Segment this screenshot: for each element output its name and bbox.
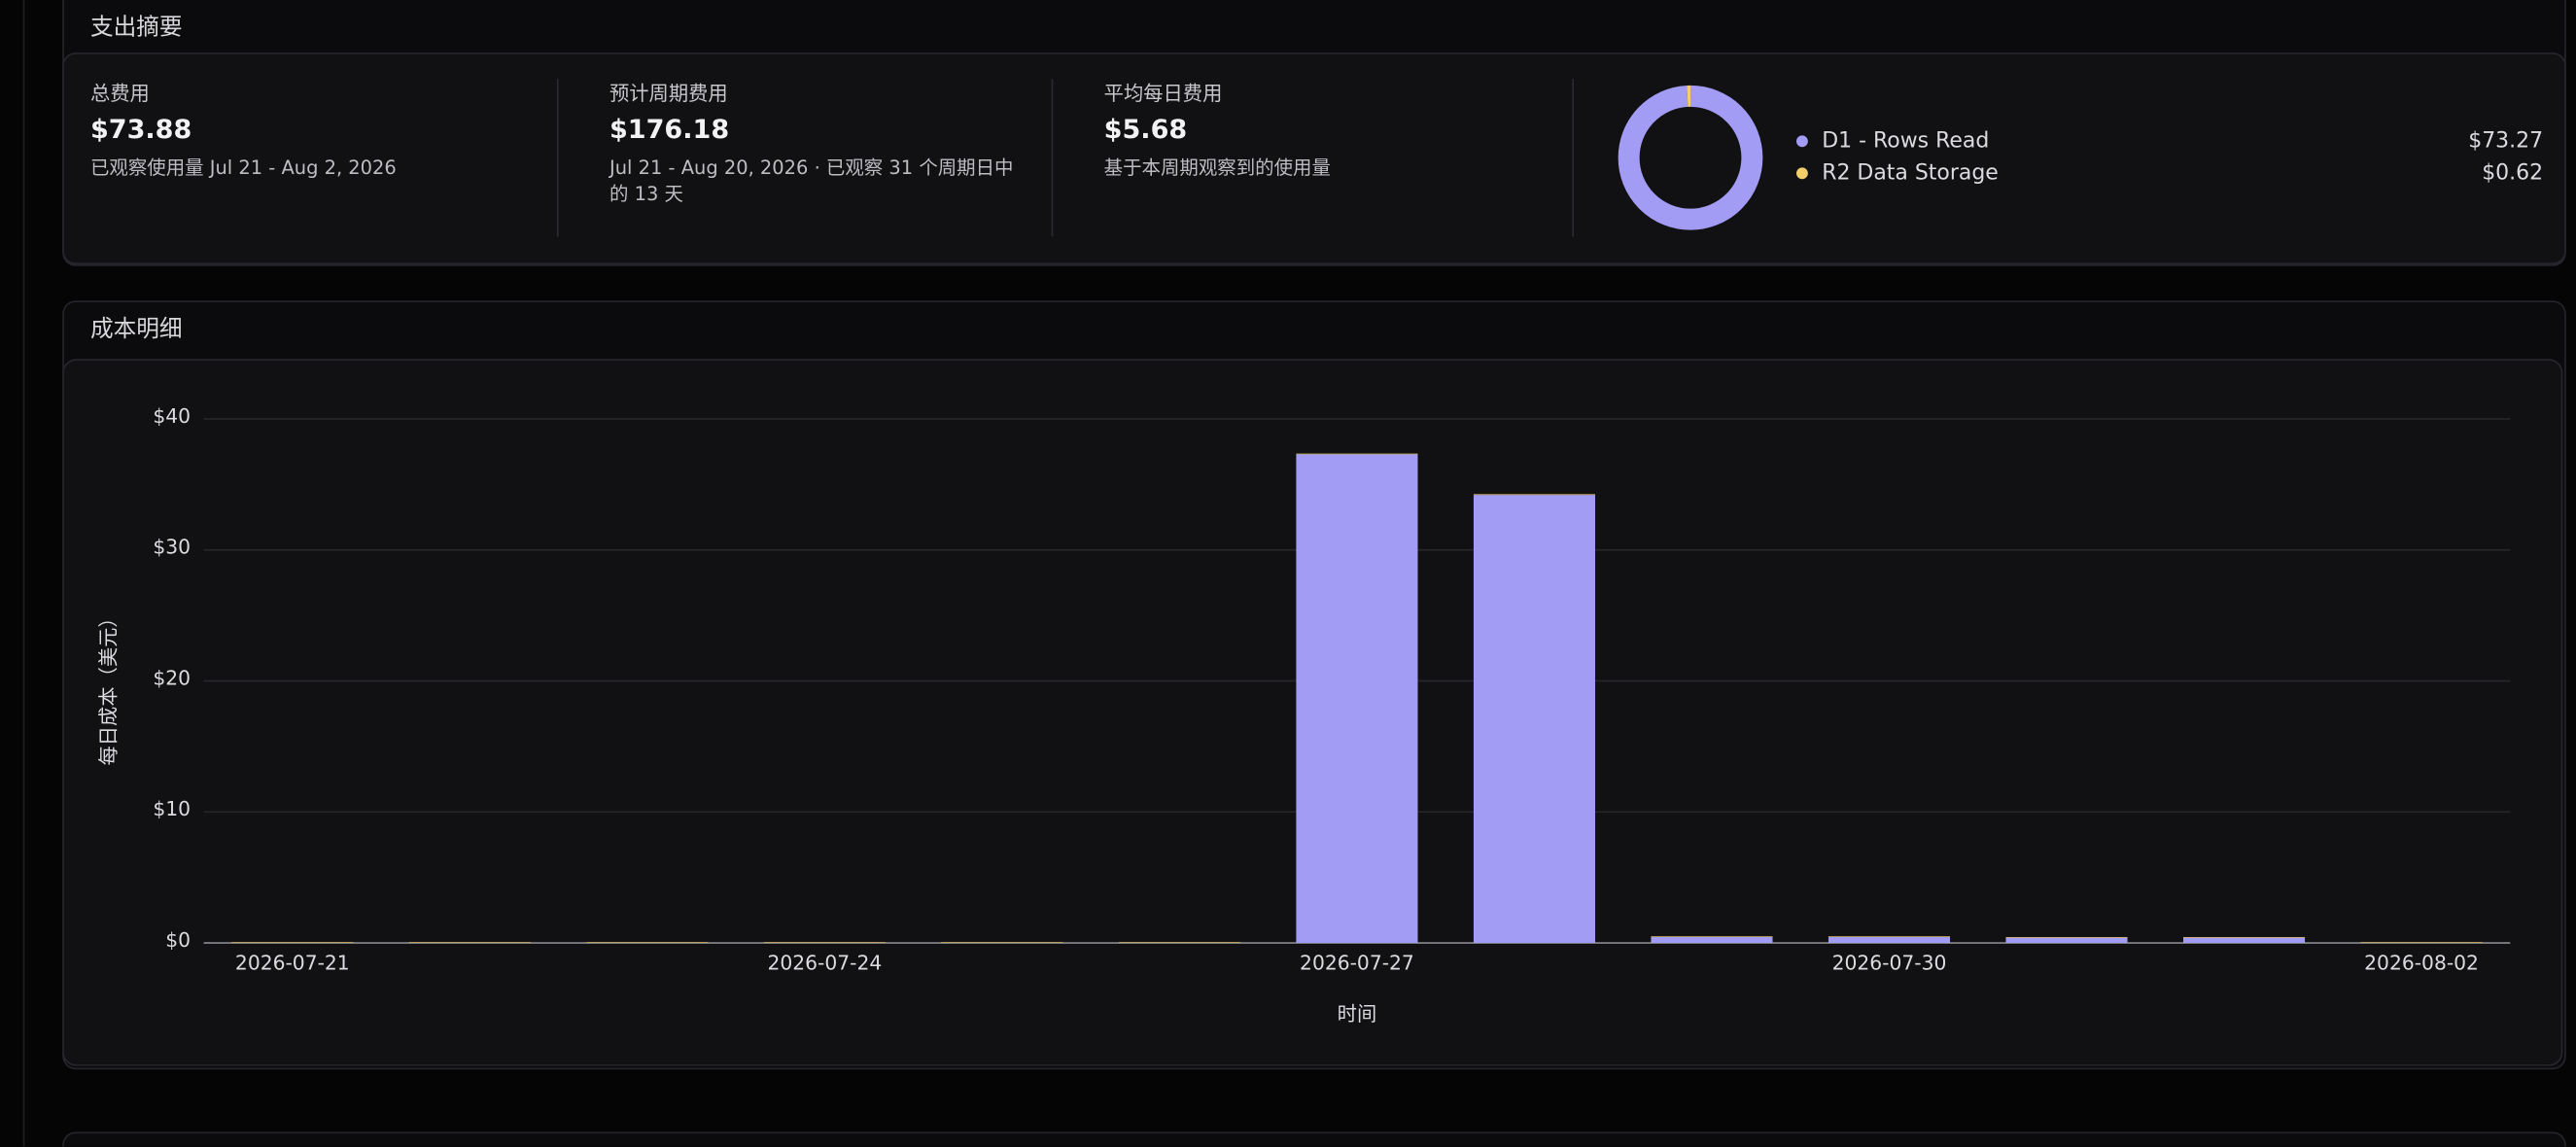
- legend-value: $0.62: [2482, 160, 2543, 185]
- bar: [1651, 936, 1773, 937]
- bar: [2360, 942, 2483, 944]
- bar: [2183, 937, 2306, 944]
- bar: [1473, 494, 1595, 496]
- stat-note: 已观察使用量 Jul 21 - Aug 2, 2026: [89, 156, 397, 180]
- donut-segment: [1618, 85, 1763, 230]
- donut-segment: [1618, 85, 1763, 230]
- bar: [1828, 936, 1951, 937]
- x-tick-label: 2026-07-30: [1832, 952, 1947, 975]
- bar: [2005, 936, 2128, 938]
- x-axis-title: 时间: [1338, 1002, 1377, 1025]
- bar: [1828, 936, 1951, 944]
- bar: [1118, 942, 1240, 944]
- chart-title: 成本明细: [90, 315, 183, 342]
- bar: [763, 942, 886, 944]
- next-panel: [62, 1131, 2566, 1147]
- summary-card: [62, 52, 2566, 265]
- stat: 预计周期费用 $176.18 Jul 21 - Aug 20, 2026 · 已…: [609, 79, 1020, 207]
- y-tick-label: $40: [153, 404, 191, 428]
- bar: [231, 942, 354, 944]
- legend-name: D1 - Rows Read: [1822, 128, 1989, 153]
- bar: [1296, 453, 1418, 455]
- stat: 总费用 $73.88 已观察使用量 Jul 21 - Aug 2, 2026: [90, 79, 517, 181]
- bar: [941, 942, 1063, 944]
- bar: [2183, 936, 2306, 938]
- bar: [586, 942, 709, 944]
- sidebar-edge: [22, 0, 25, 1147]
- divider: [556, 79, 559, 237]
- stat-value: $73.88: [89, 113, 192, 145]
- stat-note: Jul 21 - Aug 20, 2026 · 已观察 31 个周期日中的 13…: [609, 156, 1014, 206]
- x-tick-label: 2026-08-02: [2364, 952, 2479, 975]
- chart: 成本明细 时间 每日成本（美元） $0 $10 $20 $30 $40 2026-07-2…: [62, 315, 2563, 1066]
- stat-label: 预计周期费用: [609, 82, 728, 106]
- stat-label: 平均每日费用: [1103, 82, 1223, 106]
- y-tick-label: $0: [165, 928, 191, 952]
- bar: [2005, 937, 2128, 944]
- donut-legend: D1 - Rows Read $73.27 R2 Data Storage $0.62: [1618, 85, 2543, 230]
- bar: [1296, 454, 1418, 944]
- bar: [1651, 936, 1773, 944]
- stat: 平均每日费用 $5.68 基于本周期观察到的使用量: [1104, 79, 1531, 181]
- x-tick-label: 2026-07-21: [235, 952, 350, 975]
- stat-label: 总费用: [89, 82, 150, 106]
- divider: [1051, 79, 1054, 237]
- stat-value: $5.68: [1103, 113, 1188, 145]
- y-axis-title: 每日成本（美元）: [97, 608, 121, 765]
- y-tick-label: $10: [153, 797, 191, 820]
- bar: [408, 942, 531, 944]
- divider: [1572, 79, 1575, 237]
- y-tick-label: $20: [153, 666, 191, 689]
- legend-dot: [1796, 135, 1808, 148]
- y-tick-label: $30: [153, 536, 191, 559]
- summary-title: 支出摘要: [89, 15, 183, 42]
- x-tick-label: 2026-07-24: [767, 952, 882, 975]
- bar: [1473, 495, 1595, 944]
- stat-value: $176.18: [609, 113, 730, 145]
- x-tick-label: 2026-07-27: [1300, 952, 1414, 975]
- stat-note: 基于本周期观察到的使用量: [1103, 156, 1331, 180]
- legend-value: $73.27: [2468, 128, 2543, 153]
- legend-dot: [1796, 167, 1808, 180]
- legend-name: R2 Data Storage: [1822, 160, 1999, 185]
